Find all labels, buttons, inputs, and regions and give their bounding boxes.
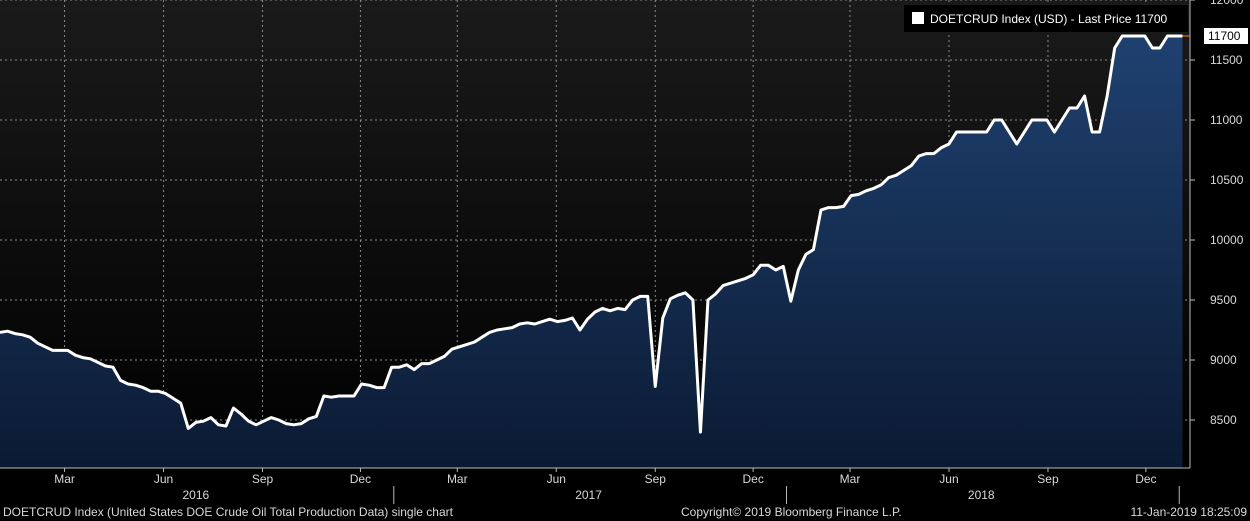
y-tick-label: 9000 xyxy=(1210,353,1237,367)
y-tick-label: 8500 xyxy=(1210,413,1237,427)
y-tick-label: 10500 xyxy=(1210,173,1244,187)
legend-box xyxy=(904,5,1188,32)
y-tick-label: 11500 xyxy=(1210,53,1243,67)
footer-timestamp: 11-Jan-2019 18:25:09 xyxy=(1130,505,1247,519)
x-tick-label: Jun xyxy=(939,472,958,486)
x-tick-label: Jun xyxy=(547,472,566,486)
y-axis: 8500 9000 9500 10000 10500 11000 11500 12000 xyxy=(1189,0,1244,468)
x-tick-label: Dec xyxy=(742,472,763,486)
x-tick-label: Mar xyxy=(447,472,468,486)
y-tick-label: 10000 xyxy=(1210,233,1244,247)
y-tick-label: 11000 xyxy=(1210,113,1243,127)
legend-label: DOETCRUD Index (USD) - Last Price 11700 xyxy=(930,12,1168,26)
x-tick-label: Dec xyxy=(350,472,371,486)
x-tick-label: Mar xyxy=(840,472,861,486)
x-tick-label: Mar xyxy=(54,472,75,486)
x-tick-label: Sep xyxy=(1037,472,1059,486)
x-tick-label: Sep xyxy=(645,472,667,486)
x-axis: Mar Jun Sep Dec Mar Jun Sep Dec Mar Jun Sep Dec 2016… xyxy=(0,467,1190,504)
last-price-marker: 11700 xyxy=(1182,28,1248,44)
x-tick-label: Dec xyxy=(1135,472,1156,486)
y-tick-label: 12000 xyxy=(1210,0,1244,7)
series-line xyxy=(0,34,1183,434)
legend-swatch xyxy=(912,12,924,24)
last-price-label: 11700 xyxy=(1208,29,1241,43)
x-tick-label: Jun xyxy=(154,472,173,486)
footer-chart-description: DOETCRUD Index (United States DOE Crude … xyxy=(3,505,454,519)
year-label: 2018 xyxy=(968,488,995,502)
footer-copyright: Copyright© 2019 Bloomberg Finance L.P. xyxy=(681,505,902,519)
year-label: 2016 xyxy=(182,488,209,502)
series-area xyxy=(0,36,1183,468)
last-price-box xyxy=(1204,28,1248,44)
y-tick-label: 9500 xyxy=(1210,293,1237,307)
x-tick-label: Sep xyxy=(252,472,274,486)
legend: DOETCRUD Index (USD) - Last Price 11700 xyxy=(904,5,1188,32)
year-label: 2017 xyxy=(575,488,602,502)
